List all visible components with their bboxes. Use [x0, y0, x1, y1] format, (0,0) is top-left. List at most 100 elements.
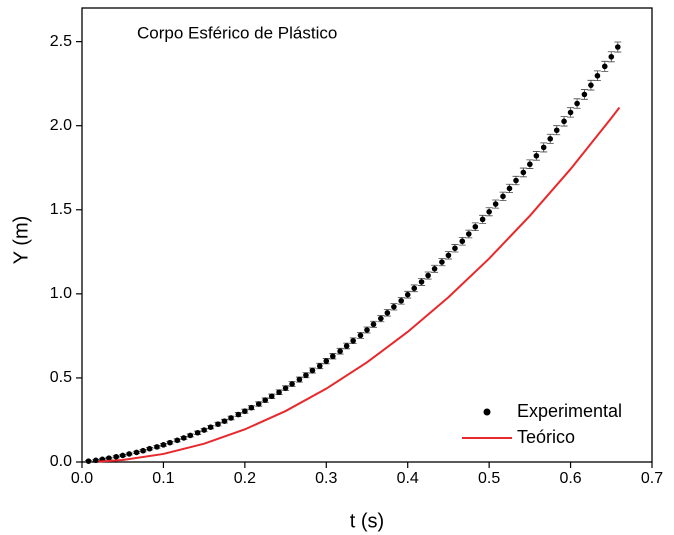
data-point: [282, 385, 289, 391]
data-point: [418, 279, 425, 285]
data-point: [547, 136, 554, 142]
data-point: [357, 332, 364, 339]
x-tick-label: 0.2: [234, 470, 256, 487]
x-tick-label: 0.7: [641, 470, 663, 487]
data-point: [615, 44, 621, 50]
data-point: [268, 393, 275, 400]
data-point: [296, 376, 303, 383]
data-point: [445, 252, 452, 259]
data-point: [262, 397, 269, 403]
legend-marker: [483, 408, 491, 416]
data-point: [160, 442, 167, 448]
data-point: [133, 449, 140, 456]
data-point: [540, 144, 547, 151]
data-point: [574, 100, 580, 107]
data-point: [370, 321, 377, 328]
data-point: [459, 238, 466, 245]
data-point: [93, 457, 99, 464]
data-point: [180, 435, 187, 441]
data-point: [194, 429, 201, 436]
data-point: [309, 367, 316, 374]
data-point: [221, 418, 228, 424]
data-point: [337, 348, 343, 354]
y-tick-label: 1.5: [50, 201, 72, 218]
y-axis-label: Y (m): [10, 216, 32, 265]
y-tick-label: 0.5: [50, 369, 72, 386]
data-point: [228, 415, 234, 421]
data-point: [561, 118, 567, 125]
data-point: [581, 91, 588, 98]
data-point: [472, 223, 479, 230]
data-point: [533, 153, 540, 159]
y-tick-label: 2.0: [50, 117, 72, 134]
data-point: [174, 437, 181, 444]
data-point: [303, 372, 309, 379]
x-tick-label: 0.0: [71, 470, 93, 487]
data-point: [154, 444, 160, 450]
x-tick-label: 0.3: [315, 470, 337, 487]
data-point: [255, 401, 262, 407]
data-point: [452, 245, 458, 252]
data-point: [567, 109, 574, 116]
data-point: [553, 127, 560, 134]
legend-label: Experimental: [517, 401, 622, 421]
theory-line: [98, 106, 621, 463]
data-point: [608, 53, 615, 60]
data-point: [85, 458, 92, 464]
data-point: [343, 343, 350, 349]
x-tick-label: 0.4: [397, 470, 419, 487]
data-point: [479, 216, 486, 223]
data-point: [242, 408, 248, 415]
data-point: [187, 432, 194, 439]
data-point: [364, 327, 370, 333]
data-point: [601, 63, 608, 70]
data-point: [119, 452, 126, 459]
data-point: [106, 455, 112, 461]
data-point: [276, 389, 282, 396]
data-point: [431, 265, 438, 272]
data-point: [215, 421, 221, 427]
data-point: [594, 72, 601, 79]
annotation: Corpo Esférico de Plástico: [137, 23, 337, 42]
data-point: [384, 310, 391, 316]
x-tick-label: 0.5: [478, 470, 500, 487]
data-point: [235, 411, 242, 418]
data-point: [506, 185, 513, 192]
data-point: [486, 208, 492, 215]
data-point: [201, 427, 207, 433]
data-point: [248, 404, 255, 411]
x-tick-label: 0.1: [152, 470, 174, 487]
data-point: [492, 201, 499, 207]
data-point: [425, 272, 431, 279]
data-point: [316, 363, 323, 369]
y-tick-label: 0.0: [50, 453, 72, 470]
data-point: [330, 353, 336, 360]
data-point: [378, 315, 384, 322]
plot-frame: [81, 7, 653, 463]
data-point: [588, 82, 594, 88]
data-point: [289, 381, 295, 387]
data-point: [323, 358, 330, 364]
x-axis-label: t (s): [350, 510, 384, 532]
data-point: [520, 169, 527, 176]
data-point: [167, 439, 173, 446]
data-point: [527, 161, 533, 168]
data-point: [350, 337, 356, 344]
data-point: [398, 297, 405, 304]
legend-label: Teórico: [517, 427, 575, 447]
data-point: [207, 424, 214, 430]
data-point: [113, 453, 119, 460]
y-tick-label: 1.0: [50, 285, 72, 302]
data-point: [465, 231, 472, 237]
x-tick-label: 0.6: [559, 470, 581, 487]
data-point: [500, 193, 506, 200]
data-point: [404, 291, 411, 298]
data-point: [439, 259, 445, 265]
y-tick-label: 2.5: [50, 33, 72, 50]
data-point: [146, 445, 153, 452]
data-point: [411, 285, 418, 292]
data-point: [140, 447, 146, 454]
data-point: [126, 451, 133, 457]
data-point: [513, 177, 519, 184]
